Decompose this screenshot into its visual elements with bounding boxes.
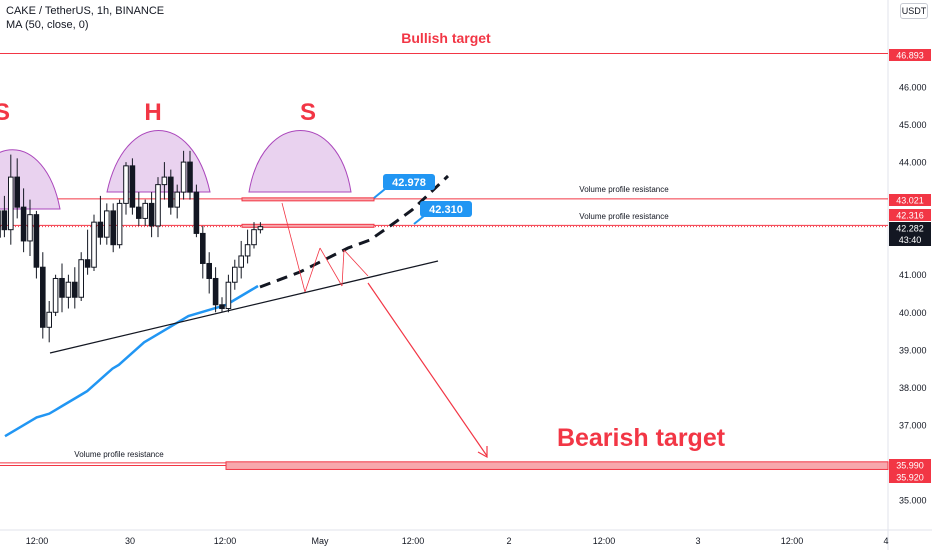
bullish-candle [252,230,257,245]
ascending-trendline [50,261,438,353]
bullish-candle [66,282,71,297]
bullish-candle [105,211,110,237]
callout-lower-label: 42.310 [429,204,463,216]
price-tick-label: 46.000 [899,83,927,93]
price-tick-label: 41.000 [899,270,927,280]
bearish-candle [201,233,206,263]
bearish-candle [213,278,218,304]
bullish-candle [156,185,161,226]
countdown-label: 43:40 [899,235,922,245]
price-tick-label: 38.000 [899,383,927,393]
bearish-candle [2,211,7,230]
projection-arrow-segment [320,248,342,286]
price-tag-label: 35.990 [896,461,924,471]
bearish-candle [188,162,193,192]
bullish-candle [79,260,84,298]
bullish-target-label: Bullish target [401,30,491,46]
currency-label[interactable]: USDT [900,3,928,19]
bearish-zone [226,462,888,470]
horizontal-levels[interactable] [0,53,888,469]
bearish-candle [73,282,78,297]
bullish-candle [226,282,231,308]
bullish-candle [175,192,180,207]
price-tick-label: 45.000 [899,120,927,130]
bullish-candle [181,162,186,192]
right-shoulder-arc [249,131,351,193]
bearish-candle [220,305,225,309]
projection-arrow-segment [342,250,344,286]
bullish-candle [47,312,52,327]
volume-profile-label: Volume profile resistance [579,185,669,194]
callout-upper-pointer [374,189,385,198]
price-tag-label: 42.282 [896,224,924,234]
bearish-candle [41,267,46,327]
bearish-candle [194,192,199,233]
projected-path [260,176,448,287]
bearish-candle [149,203,154,226]
bearish-candle [111,211,116,245]
bullish-candle [143,203,148,218]
time-tick-label: May [311,536,329,546]
bullish-candle [245,245,250,256]
pattern-letter: S [0,99,10,126]
symbol-title: CAKE / TetherUS, 1h, BINANCE [6,5,164,17]
time-tick-label: 12:00 [402,536,425,546]
bullish-candle [28,215,33,241]
pattern-letter: S [300,99,316,126]
bullish-candle [9,177,14,230]
bullish-candle [92,222,97,267]
bearish-candle [15,177,20,207]
volume-profile-label: Volume profile resistance [579,212,669,221]
bearish-candle [85,260,90,268]
projection-arrow-segment [305,248,320,292]
bearish-candle [98,222,103,237]
time-tick-label: 12:00 [214,536,237,546]
bearish-candle [137,207,142,218]
time-tick-label: 12:00 [593,536,616,546]
time-tick-label: 30 [125,536,135,546]
time-axis[interactable]: 12:00 30 12:00 May 12:00 2 12:00 3 12:00 4 [0,530,932,546]
volume-profile-label: Volume profile resistance [74,450,164,459]
time-tick-label: 2 [506,536,511,546]
bullish-candle [124,166,129,204]
price-tag-label: 42.316 [896,211,924,221]
ma-indicator-label: MA (50, close, 0) [6,19,89,31]
resistance-zone-upper [242,198,374,201]
price-tag-label: 35.920 [896,473,924,483]
bearish-candle [130,166,135,207]
time-tick-label: 4 [883,536,888,546]
callout-lower-pointer [414,216,424,224]
time-tick-label: 3 [695,536,700,546]
bullish-candle [233,267,238,282]
chart-labels: Bullish target Bearish target Volume profi… [0,30,726,459]
bullish-candle [53,278,58,312]
price-tick-label: 37.000 [899,420,927,430]
bullish-candle [162,177,167,185]
price-tick-label: 44.000 [899,158,927,168]
price-tag-label: 46.893 [896,51,924,61]
bearish-candle [21,207,26,241]
callout-upper-label: 42.978 [392,177,426,189]
bullish-candle [258,227,263,230]
bearish-candle [169,177,174,207]
price-tick-label: 35.000 [899,496,927,506]
bearish-arrow-line [368,283,487,456]
bullish-candle [117,203,122,244]
projection-arrow-segment [344,250,368,276]
bearish-arrow-head [478,446,487,457]
time-tick-label: 12:00 [781,536,804,546]
price-tick-label: 39.000 [899,345,927,355]
time-tick-label: 12:00 [26,536,49,546]
bearish-target-label: Bearish target [557,424,726,452]
price-tick-label: 40.000 [899,308,927,318]
pattern-letter: H [144,99,161,126]
bearish-candle [34,215,39,268]
bearish-candle [207,263,212,278]
bullish-candle [239,256,244,267]
price-tag-label: 43.021 [896,196,924,206]
bearish-candle [60,278,65,297]
